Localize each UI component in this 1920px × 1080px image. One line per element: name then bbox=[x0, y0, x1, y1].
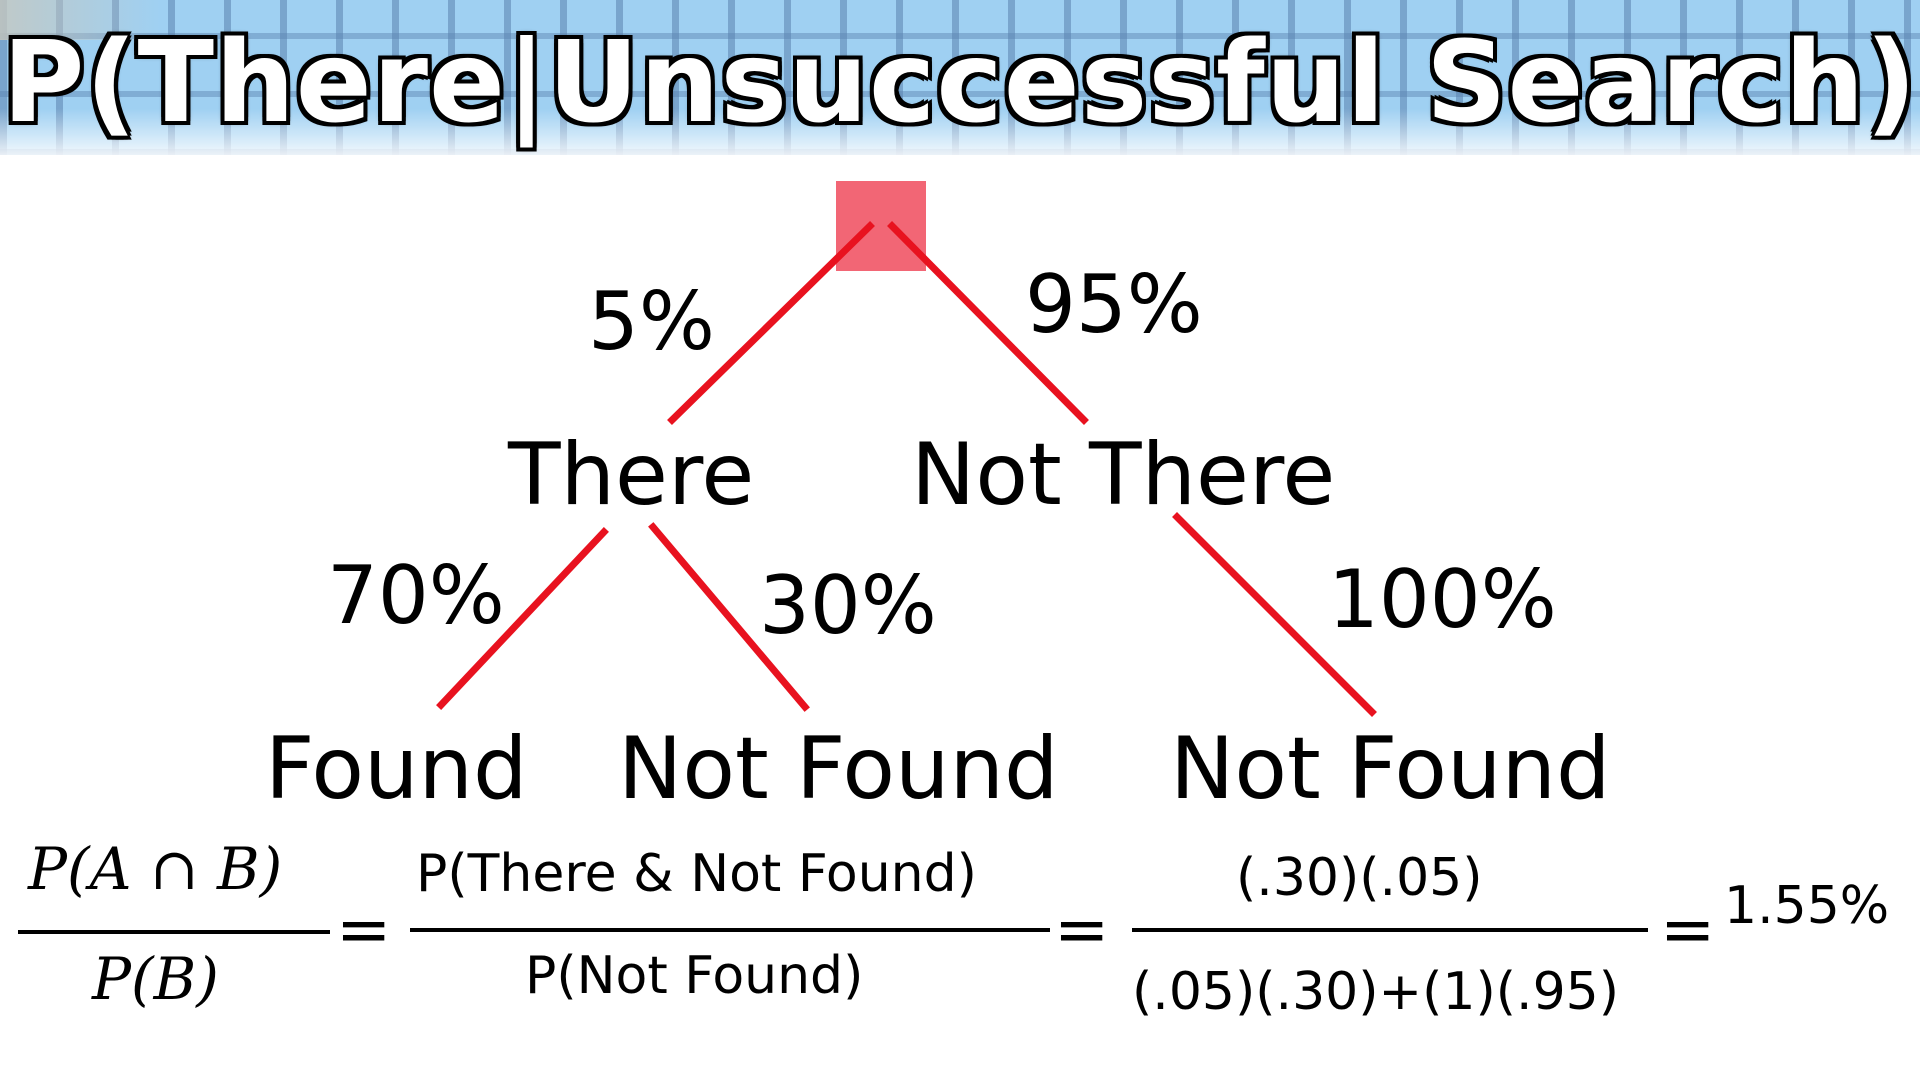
formula-named-numerator: P(There & Not Found) bbox=[416, 844, 977, 904]
node-not-found-1: Not Found bbox=[618, 719, 1059, 819]
formula-equals-1: = bbox=[336, 891, 392, 968]
banner-corner bbox=[0, 0, 160, 40]
node-not-there: Not There bbox=[911, 425, 1336, 525]
formula-general-bar bbox=[18, 930, 330, 934]
formula-result: 1.55% bbox=[1724, 876, 1890, 936]
edge-not-there-not-found bbox=[1172, 512, 1377, 717]
branch-label-there: 5% bbox=[588, 275, 715, 368]
formula-equals-2: = bbox=[1054, 891, 1110, 968]
formula-named-bar bbox=[410, 928, 1050, 932]
formula-numeric-denominator: (.05)(.30)+(1)(.95) bbox=[1132, 962, 1620, 1022]
branch-label-not-there-not-found: 100% bbox=[1328, 553, 1557, 646]
formula-equals-3: = bbox=[1660, 891, 1716, 968]
edge-root-there bbox=[667, 221, 875, 425]
page-title: P(There|Unsuccessful Search) bbox=[2, 18, 1918, 148]
node-there: There bbox=[508, 425, 755, 525]
formula-general-numerator: P(A ∩ B) bbox=[28, 835, 283, 903]
node-found: Found bbox=[265, 719, 528, 819]
edge-there-found bbox=[436, 527, 609, 710]
edge-root-not-there bbox=[887, 221, 1089, 425]
branch-label-there-found: 70% bbox=[327, 549, 505, 642]
formula-numeric-numerator: (.30)(.05) bbox=[1236, 848, 1483, 908]
title-banner: P(There|Unsuccessful Search) bbox=[0, 0, 1920, 155]
formula-numeric-bar bbox=[1132, 928, 1648, 932]
tree-root-node bbox=[836, 181, 926, 271]
node-not-found-2: Not Found bbox=[1170, 719, 1611, 819]
branch-label-there-not-found: 30% bbox=[759, 559, 937, 652]
edge-there-not-found bbox=[648, 522, 810, 712]
formula-general-denominator: P(B) bbox=[92, 945, 219, 1013]
formula-named-denominator: P(Not Found) bbox=[525, 946, 864, 1006]
branch-label-not-there: 95% bbox=[1025, 258, 1203, 351]
